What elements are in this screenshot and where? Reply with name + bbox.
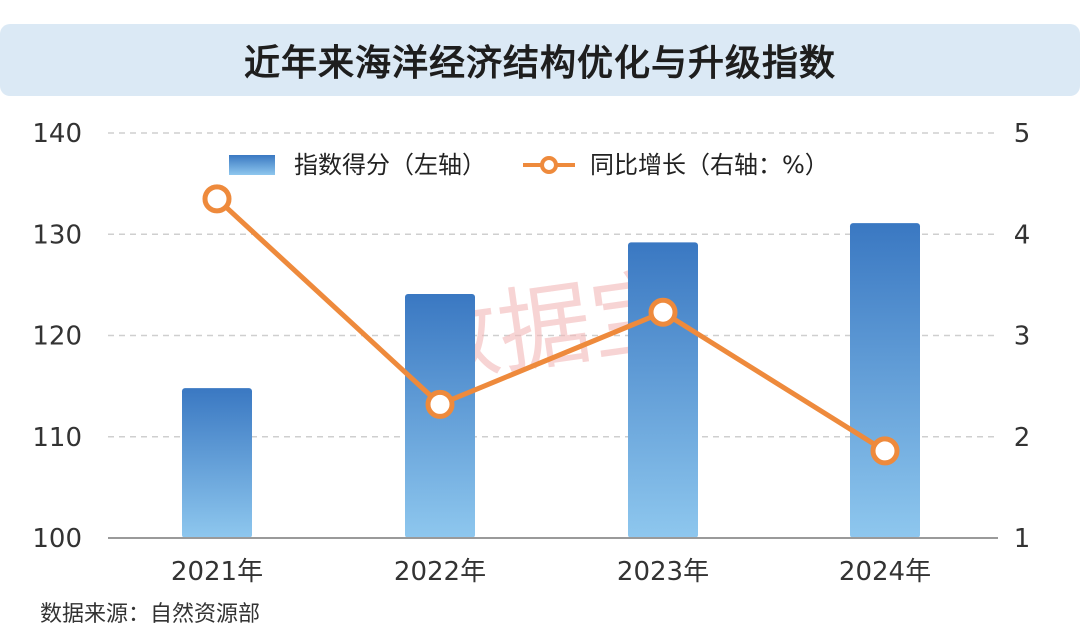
legend-bar-label: 指数得分（左轴） <box>294 151 486 179</box>
line-point <box>870 436 900 466</box>
chart-title: 近年来海洋经济结构优化与升级指数 <box>243 43 836 84</box>
right-axis-tick-label: 2 <box>1014 423 1031 453</box>
line-point <box>648 297 678 327</box>
right-axis-tick-label: 4 <box>1014 220 1031 250</box>
legend-line-label: 同比增长（右轴：%） <box>590 151 829 179</box>
right-axis-tick-label: 1 <box>1014 524 1031 554</box>
axes: 100 110 120 130 140 1 2 3 4 5 2021年 2022年 2023年 2024年 <box>32 119 1030 587</box>
bar <box>182 388 252 538</box>
x-axis-tick-label: 2024年 <box>839 557 931 587</box>
title-banner: 近年来海洋经济结构优化与升级指数 <box>0 24 1080 96</box>
right-axis-tick-label: 3 <box>1014 322 1031 352</box>
data-source: 数据来源：自然资源部 <box>40 602 261 627</box>
line-point <box>425 389 455 419</box>
bar <box>628 242 698 538</box>
left-axis-tick-label: 120 <box>32 322 82 352</box>
left-axis-tick-label: 100 <box>32 524 82 554</box>
bar <box>850 223 920 539</box>
legend-line-marker <box>540 156 558 174</box>
x-axis-tick-label: 2023年 <box>617 557 709 587</box>
x-axis-tick-label: 2022年 <box>394 557 486 587</box>
right-axis-tick-label: 5 <box>1014 119 1031 149</box>
line-point <box>202 184 232 214</box>
left-axis-tick-label: 140 <box>32 119 82 149</box>
growth-line <box>215 196 887 454</box>
line-series <box>202 184 900 466</box>
grid-lines <box>108 132 998 438</box>
legend-bar-swatch <box>229 155 275 175</box>
x-axis-tick-label: 2021年 <box>171 557 263 587</box>
legend: 指数得分（左轴） 同比增长（右轴：%） <box>229 151 829 179</box>
left-axis-tick-label: 130 <box>32 220 82 250</box>
left-axis-tick-label: 110 <box>32 423 82 453</box>
